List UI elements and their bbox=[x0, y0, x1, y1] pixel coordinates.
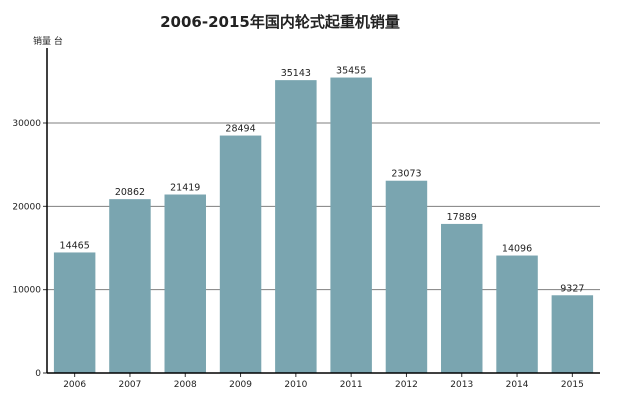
x-tick-label-2011: 2011 bbox=[340, 380, 363, 390]
data-label-2009: 28494 bbox=[225, 124, 255, 135]
bar-2014 bbox=[496, 255, 538, 373]
bar-2010 bbox=[275, 80, 317, 374]
x-tick-label-2010: 2010 bbox=[284, 380, 307, 390]
data-label-2007: 20862 bbox=[115, 187, 145, 198]
x-tick-label-2013: 2013 bbox=[450, 380, 473, 390]
x-tick-label-2015: 2015 bbox=[561, 380, 584, 390]
bar-2015 bbox=[551, 295, 594, 373]
data-label-2014: 14096 bbox=[502, 244, 532, 255]
x-tick-label-2008: 2008 bbox=[174, 380, 197, 390]
y-tick-label-20000: 20000 bbox=[12, 202, 41, 212]
bar-2009 bbox=[219, 135, 262, 373]
data-label-2015: 9327 bbox=[560, 283, 584, 294]
y-tick-label-30000: 30000 bbox=[12, 119, 41, 129]
data-label-2012: 23073 bbox=[391, 169, 421, 180]
x-tick-label-2012: 2012 bbox=[395, 380, 418, 390]
bar-2012 bbox=[385, 180, 428, 373]
bar-2006 bbox=[53, 252, 96, 373]
y-tick-label-0: 0 bbox=[35, 369, 41, 379]
chart-title: 2006-2015年国内轮式起重机销量 bbox=[160, 13, 400, 31]
x-tick-label-2007: 2007 bbox=[118, 380, 141, 390]
data-label-2008: 21419 bbox=[170, 183, 200, 194]
y-tick-label-10000: 10000 bbox=[12, 286, 41, 296]
bar-2013 bbox=[441, 223, 483, 373]
data-label-2013: 17889 bbox=[447, 212, 477, 223]
bar-2011 bbox=[330, 77, 372, 374]
y-axis-label: 销量 台 bbox=[33, 37, 63, 47]
data-label-2010: 35143 bbox=[281, 68, 311, 79]
data-label-2006: 14465 bbox=[60, 240, 90, 251]
bars: 14465 20862 21419 28494 35143 35455 23073 17889… bbox=[53, 66, 594, 374]
data-label-2011: 35455 bbox=[336, 66, 366, 77]
axes: 0 10000 20000 30000 2006 2007 2008 2009 2010 2011… bbox=[12, 48, 600, 390]
x-tick-label-2006: 2006 bbox=[63, 380, 86, 390]
bar-2007 bbox=[109, 199, 151, 373]
bar-2008 bbox=[164, 194, 206, 373]
x-tick-label-2009: 2009 bbox=[229, 380, 252, 390]
x-tick-label-2014: 2014 bbox=[506, 380, 529, 390]
